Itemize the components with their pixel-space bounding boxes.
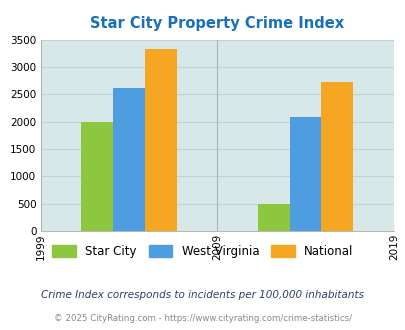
Legend: Star City, West Virginia, National: Star City, West Virginia, National [47,241,358,263]
Bar [257,204,289,231]
Title: Star City Property Crime Index: Star City Property Crime Index [90,16,343,31]
Text: © 2025 CityRating.com - https://www.cityrating.com/crime-statistics/: © 2025 CityRating.com - https://www.city… [54,314,351,323]
Bar [145,49,176,231]
Bar [81,122,113,231]
Bar [321,82,352,231]
Text: Crime Index corresponds to incidents per 100,000 inhabitants: Crime Index corresponds to incidents per… [41,290,364,300]
Bar [113,88,145,231]
Bar [289,117,321,231]
